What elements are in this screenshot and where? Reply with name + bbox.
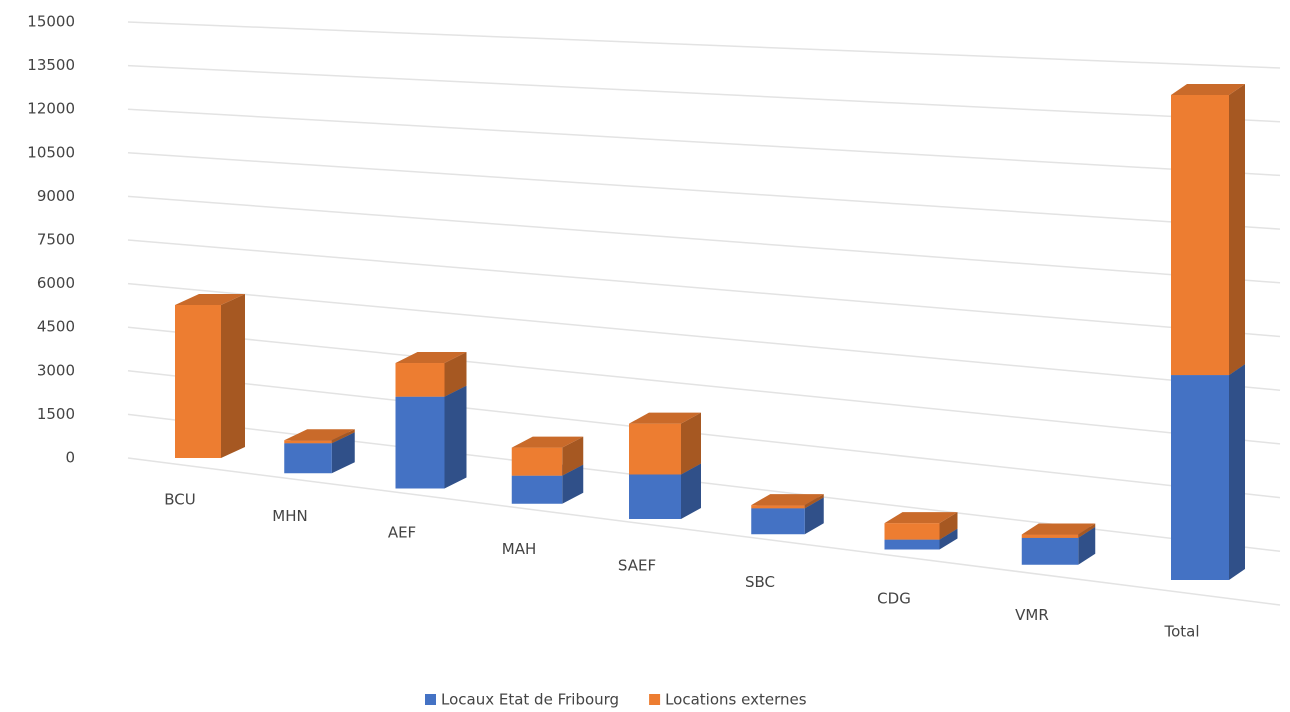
bar-top [629,412,701,424]
bar-side [804,497,824,535]
grid-line [127,152,1281,230]
x-tick-label: AEF [388,524,416,542]
bar-side [681,412,701,475]
bar-top [395,352,467,364]
grid-line [127,370,1281,499]
bar-side [804,494,824,509]
bar [511,447,563,476]
bar-side [331,429,355,444]
y-tick-label: 9000 [37,187,75,205]
bar-top [511,436,584,448]
grid-line [127,108,1281,177]
y-tick-label: 4500 [37,318,75,336]
grid-line [127,195,1281,284]
bar-side [444,385,467,489]
grid-line [127,21,1281,69]
bar [751,505,805,509]
bar-side [939,528,958,550]
y-tick-label: 12000 [27,100,75,118]
grid-line [127,326,1281,445]
bar-side [939,512,958,540]
bar [1171,95,1229,376]
bar [1021,537,1079,565]
bar-top [751,494,824,506]
x-tick-label: BCU [164,491,195,509]
bar [629,474,681,519]
bar [1021,534,1079,538]
y-tick-label: 7500 [37,231,75,249]
bar [284,443,332,474]
x-tick-label: Total [1163,623,1199,641]
legend: Locaux Etat de Fribourg Locations externe… [425,691,807,709]
legend-swatch [425,694,436,705]
bar-side [1078,523,1096,538]
bar [511,475,563,504]
legend-swatch [649,694,661,705]
bar-side [562,464,584,504]
bar [629,423,681,475]
y-tick-label: 13500 [27,56,75,74]
bar-top [1171,84,1245,95]
y-tick-label: 6000 [37,274,75,292]
bar-side [1229,364,1245,580]
bar-top [175,294,245,305]
y-tick-label: 0 [65,449,75,467]
bar-side [221,294,245,458]
grid-line [127,239,1281,338]
bar-side [1229,84,1245,376]
grid-line [127,282,1281,391]
grid-line [127,64,1281,123]
x-tick-label: MHN [272,507,307,525]
x-tick-label: SBC [745,573,775,591]
bar [175,305,221,458]
x-tick-label: VMR [1015,606,1049,624]
x-tick-label: CDG [877,590,911,608]
bar [884,539,940,550]
y-tick-label: 15000 [27,13,75,31]
y-tick-label: 3000 [37,361,75,379]
bar-side [562,436,584,476]
bar-top [1021,523,1096,535]
bar [884,523,940,540]
y-tick-label: 1500 [37,405,75,423]
bar [395,396,445,489]
bar [395,363,445,397]
grid-line [127,457,1281,606]
bar-top [884,512,958,524]
bar [1171,375,1229,580]
legend-label: Locations externes [665,691,807,709]
bar-side [1078,526,1096,565]
bar-top [284,429,355,441]
legend-label: Locaux Etat de Fribourg [441,691,619,709]
x-tick-label: SAEF [618,557,656,575]
x-tick-label: MAH [502,540,536,558]
y-tick-label: 10500 [27,143,75,161]
bar-side [331,432,355,474]
bar [284,440,332,444]
bar [751,508,805,535]
bar-side [681,463,701,519]
bar-side [444,352,467,397]
